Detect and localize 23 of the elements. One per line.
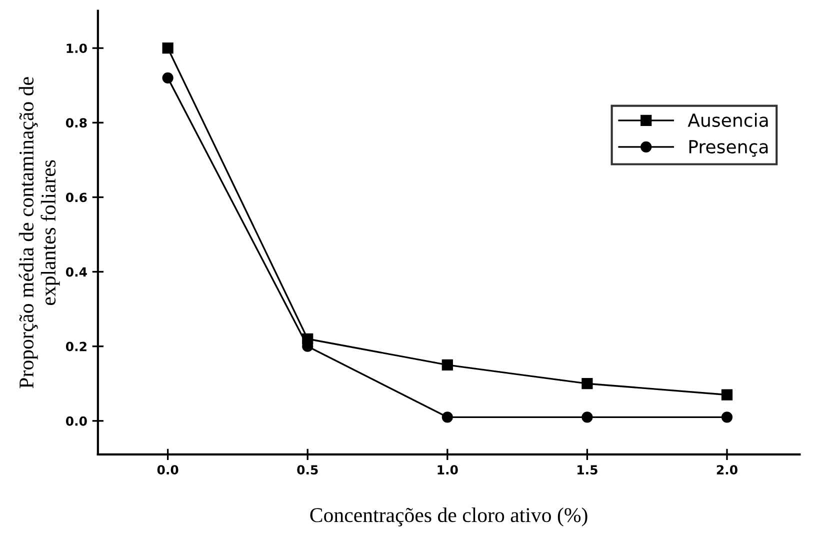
x-tick-label: 2.0 [716,465,738,475]
point [721,412,733,423]
point [162,42,174,54]
legend-label: Presença [689,140,768,157]
point [442,359,453,371]
x-axis-title: Concentrações de cloro ativo (%) [310,508,588,526]
y-tick-label: 0.2 [66,342,86,352]
y-axis-title: Proporção média de contaminação de explantes foliares [18,77,60,388]
x-tick-label: 1.0 [438,465,458,475]
y-tick-label: 0.6 [66,192,87,202]
y-tick-label: 0.0 [66,416,87,426]
point [721,389,733,400]
y-tick-label: 0.8 [66,118,87,128]
point [582,412,593,423]
x-tick-label: 0.5 [297,465,318,475]
y-tick-label: 0.4 [66,267,87,277]
y-tick-label: 1.0 [66,44,87,54]
point [162,72,174,84]
point [582,378,593,390]
legend-label: Ausencia [688,113,768,128]
x-tick-label: 0.0 [157,465,178,475]
x-tick-label: 1.5 [578,465,598,475]
point [442,412,453,423]
